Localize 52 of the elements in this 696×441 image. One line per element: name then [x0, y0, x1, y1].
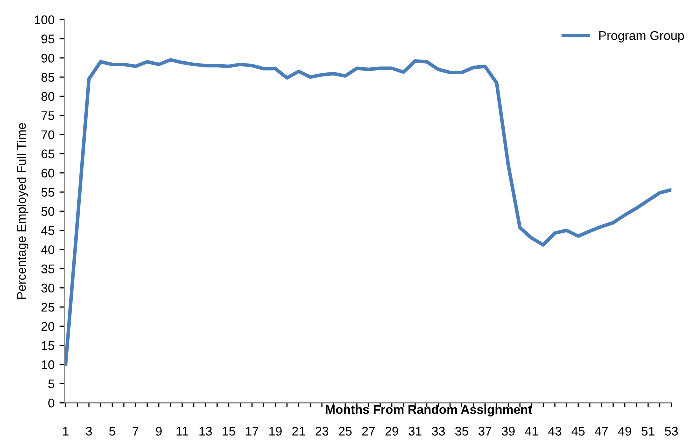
y-tick-label: 100 — [35, 16, 55, 24]
x-tick-label: 11 — [176, 427, 188, 436]
y-tick-label: 10 — [42, 360, 55, 370]
x-tick-label: 47 — [595, 427, 608, 436]
y-tick-label: 65 — [42, 150, 54, 159]
y-tick-label: 55 — [42, 188, 54, 197]
y-tick-label: 15 — [42, 342, 54, 350]
x-axis-title: Months From Random Assignment — [326, 404, 532, 417]
x-tick-label: 41 — [525, 427, 538, 436]
x-tick-label: 27 — [362, 427, 376, 436]
x-tick-label: 7 — [132, 427, 139, 436]
x-tick-label: 5 — [110, 427, 116, 436]
x-tick-label: 9 — [156, 427, 162, 436]
y-tick-label: 75 — [42, 112, 54, 120]
y-tick-label: 35 — [42, 264, 54, 274]
x-tick-label: 19 — [270, 427, 282, 436]
y-tick-label: 50 — [42, 207, 55, 216]
x-tick-label: 13 — [200, 427, 212, 436]
legend-label: Program Group — [600, 31, 684, 43]
y-tick-label: 60 — [42, 168, 55, 178]
y-tick-label: 5 — [48, 380, 54, 389]
y-tick-label: 45 — [41, 226, 54, 236]
y-tick-label: 85 — [42, 73, 54, 82]
y-tick-label: 0 — [48, 398, 55, 408]
x-tick-label: 33 — [432, 427, 446, 436]
y-tick-label: 25 — [42, 303, 54, 312]
x-tick-label: 1 — [63, 427, 69, 436]
x-tick-label: 39 — [502, 427, 515, 436]
y-tick-label: 30 — [42, 284, 55, 293]
x-tick-label: 3 — [86, 427, 92, 436]
x-tick-label: 25 — [339, 427, 352, 436]
y-tick-label: 90 — [42, 54, 55, 63]
y-tick-label: 20 — [42, 322, 55, 332]
x-tick-label: 17 — [246, 427, 259, 436]
x-tick-label: 15 — [222, 427, 236, 436]
x-tick-label: 45 — [572, 427, 585, 436]
line-series — [64, 58, 672, 366]
x-tick-label: 37 — [478, 427, 492, 436]
y-tick-label: 70 — [42, 130, 55, 140]
x-tick-label: 35 — [455, 427, 468, 436]
y-tick-label: 95 — [42, 34, 54, 44]
x-tick-label: 53 — [665, 427, 678, 436]
x-tick-label: 43 — [548, 427, 562, 436]
x-tick-label: 21 — [292, 427, 306, 436]
x-tick-label: 31 — [408, 427, 422, 436]
y-tick-label: 80 — [42, 92, 55, 102]
x-tick-label: 29 — [386, 427, 398, 436]
x-tick-label: 49 — [618, 427, 632, 436]
x-tick-label: 51 — [642, 427, 655, 436]
y-tick-label: 40 — [41, 246, 55, 254]
y-axis-title: Percentage Employed Full Time — [16, 123, 29, 300]
x-tick-label: 23 — [316, 427, 329, 436]
